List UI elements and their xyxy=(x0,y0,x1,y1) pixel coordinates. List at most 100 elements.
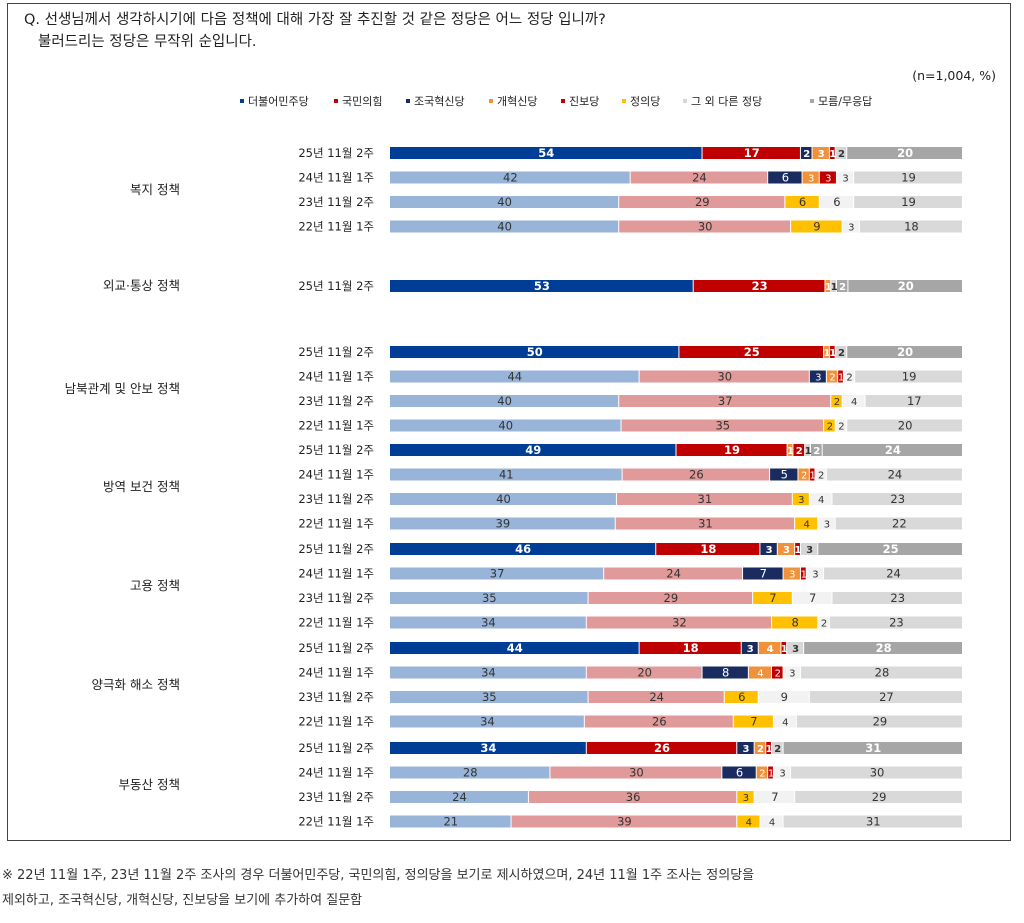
bar-segment xyxy=(511,815,737,828)
bar-segment xyxy=(783,742,962,754)
bar-segment xyxy=(847,419,962,432)
data-label: 54 xyxy=(538,146,554,160)
legend-item: 조국혁신당 xyxy=(406,95,465,108)
bar-segment xyxy=(800,567,806,580)
data-label: 40 xyxy=(497,220,512,234)
data-label: 2 xyxy=(846,373,852,384)
bar-segment xyxy=(748,666,771,679)
bar-segment xyxy=(819,196,854,208)
data-label: 1 xyxy=(795,545,802,556)
data-label: 18 xyxy=(700,542,716,556)
data-label: 1 xyxy=(787,446,794,457)
data-label: 3 xyxy=(766,545,773,556)
row-label: 22년 11월 1주 xyxy=(298,517,374,531)
data-label: 19 xyxy=(901,195,916,209)
bar-segment xyxy=(741,642,758,654)
data-label: 24 xyxy=(886,567,901,581)
bar-segment xyxy=(824,346,829,358)
bar-segment xyxy=(829,346,835,358)
bar-segment xyxy=(737,815,760,828)
bar-segment xyxy=(824,419,835,432)
bar-segment xyxy=(390,567,604,580)
row-label: 24년 11월 1주 xyxy=(298,370,374,384)
data-label: 7 xyxy=(760,567,767,581)
bar-segment xyxy=(768,171,802,184)
bar-segment xyxy=(835,517,962,530)
bar-segment xyxy=(702,666,748,679)
data-label: 28 xyxy=(463,766,478,780)
data-label: 2 xyxy=(839,282,846,293)
legend-item: 국민의힘 xyxy=(334,95,382,108)
bar-segment xyxy=(584,715,733,728)
data-label: 1 xyxy=(768,769,774,780)
data-label: 2 xyxy=(834,397,840,408)
data-label: 7 xyxy=(771,790,778,804)
bar-segment xyxy=(804,642,962,654)
bar-segment xyxy=(722,766,756,779)
data-label: 20 xyxy=(897,345,913,359)
bar-segment xyxy=(758,691,809,703)
row-label: 24년 11월 1주 xyxy=(298,666,374,680)
data-label: 24 xyxy=(666,567,681,581)
data-label: 3 xyxy=(806,545,813,556)
data-label: 4 xyxy=(804,520,810,531)
bar-segment xyxy=(854,171,962,184)
legend-label: 조국혁신당 xyxy=(414,95,465,108)
bar-segment xyxy=(702,147,800,159)
bar-segment xyxy=(390,493,616,505)
bar-segment xyxy=(390,666,586,679)
category-label: 남북관계 및 안보 정책 xyxy=(65,381,180,396)
row-label: 25년 11월 2주 xyxy=(298,443,374,457)
legend-swatch xyxy=(683,99,687,103)
data-label: 2 xyxy=(821,619,827,630)
legend-swatch xyxy=(240,99,244,103)
chart-legend: 더불어민주당 국민의힘 조국혁신당 개혁신당 진보당 정의당 그 외 다른 정당 모름/무응답 xyxy=(240,95,872,108)
data-label: 39 xyxy=(496,517,511,531)
bar-segment xyxy=(390,742,586,754)
data-label: 19 xyxy=(724,443,740,457)
data-label: 26 xyxy=(654,741,670,755)
data-label: 4 xyxy=(851,397,857,408)
bar-segment xyxy=(390,395,619,407)
bar-segment xyxy=(809,370,826,383)
data-label: 3 xyxy=(808,174,814,185)
bar-segment xyxy=(796,715,962,728)
bar-segment xyxy=(390,715,584,728)
bar-segment xyxy=(390,815,511,828)
bar-segment xyxy=(829,616,962,629)
bar-segment xyxy=(777,543,795,555)
data-label: 2 xyxy=(838,348,845,359)
bar-segment xyxy=(758,642,781,654)
legend-label: 모름/무응답 xyxy=(818,95,872,108)
data-label: 2 xyxy=(829,373,835,384)
data-label: 1 xyxy=(825,282,832,293)
row-label: 24년 11월 1주 xyxy=(298,567,374,581)
data-label: 44 xyxy=(507,370,522,384)
legend-item: 더불어민주당 xyxy=(240,95,309,108)
bar-segment xyxy=(772,742,783,754)
data-label: 3 xyxy=(789,669,795,680)
legend-swatch xyxy=(334,99,338,103)
data-label: 21 xyxy=(443,815,458,829)
bar-segment xyxy=(842,220,859,233)
bar-segment xyxy=(743,567,783,580)
bar-segment xyxy=(390,791,528,803)
data-label: 22 xyxy=(892,517,907,531)
bar-segment xyxy=(835,147,847,159)
bar-segment xyxy=(586,666,702,679)
bar-segment xyxy=(390,444,676,456)
bar-segment xyxy=(622,468,770,481)
legend-swatch xyxy=(489,99,493,103)
legend-label: 그 외 다른 정당 xyxy=(691,95,762,108)
data-label: 8 xyxy=(722,666,729,680)
data-label: 4 xyxy=(746,818,752,829)
bar-segment xyxy=(754,742,766,754)
bar-segment xyxy=(753,592,792,604)
data-label: 46 xyxy=(515,542,531,556)
bar-segment xyxy=(772,616,818,629)
data-label: 2 xyxy=(818,471,824,482)
bar-segment xyxy=(836,280,848,292)
bar-segment xyxy=(390,543,656,555)
data-label: 1 xyxy=(766,744,773,755)
row-label: 25년 11월 2주 xyxy=(298,146,374,160)
